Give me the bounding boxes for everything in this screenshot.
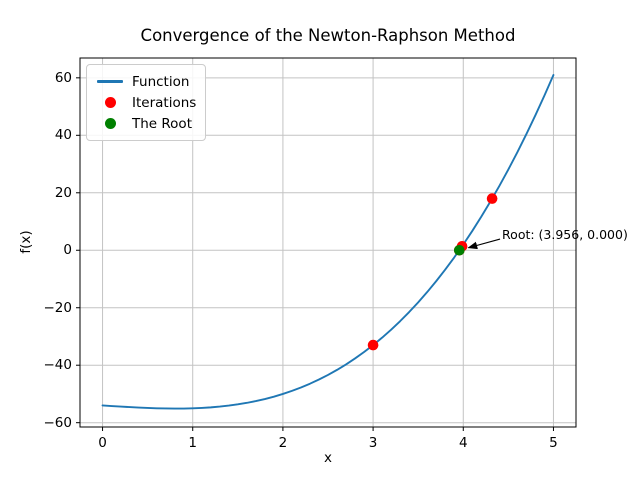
root-point: [454, 244, 465, 256]
y-tick-label: −40: [43, 357, 73, 374]
legend-label: The Root: [132, 115, 192, 132]
y-tick-label: 40: [54, 127, 72, 144]
chart-title: Convergence of the Newton-Raphson Method: [140, 26, 516, 45]
legend-dot-marker: [95, 118, 125, 129]
iteration-point: [367, 339, 379, 351]
annotation-arrow: [467, 238, 501, 250]
axes-spines: [79, 57, 577, 428]
y-tick-label: 20: [54, 184, 72, 201]
line-swatch: [97, 80, 123, 83]
y-tick-label: −60: [43, 414, 73, 431]
iteration-point: [486, 193, 498, 204]
legend: Function Iterations The Root: [86, 64, 206, 141]
y-tick-label: 60: [54, 69, 72, 86]
legend-item: Function: [95, 71, 197, 92]
y-tick-label: 0: [63, 242, 72, 259]
legend-item: The Root: [95, 113, 197, 134]
x-tick-label: 1: [188, 435, 198, 451]
legend-line-marker: [95, 80, 125, 83]
function-curve: [101, 74, 555, 410]
x-tick-label: 5: [549, 435, 558, 451]
y-tick-label: −20: [43, 299, 73, 316]
dot-swatch: [104, 97, 116, 108]
root-annotation: Root: (3.956, 0.000): [502, 227, 628, 243]
legend-dot-marker: [95, 97, 125, 108]
x-tick-label: 2: [278, 435, 288, 451]
x-tick-label: 3: [368, 435, 378, 451]
x-tick-label: 4: [458, 435, 468, 451]
legend-label: Function: [132, 73, 190, 90]
x-axis-label: x: [324, 450, 332, 466]
legend-item: Iterations: [95, 92, 197, 113]
x-tick-label: 0: [98, 435, 107, 451]
dot-swatch: [104, 118, 116, 129]
legend-label: Iterations: [132, 94, 197, 111]
